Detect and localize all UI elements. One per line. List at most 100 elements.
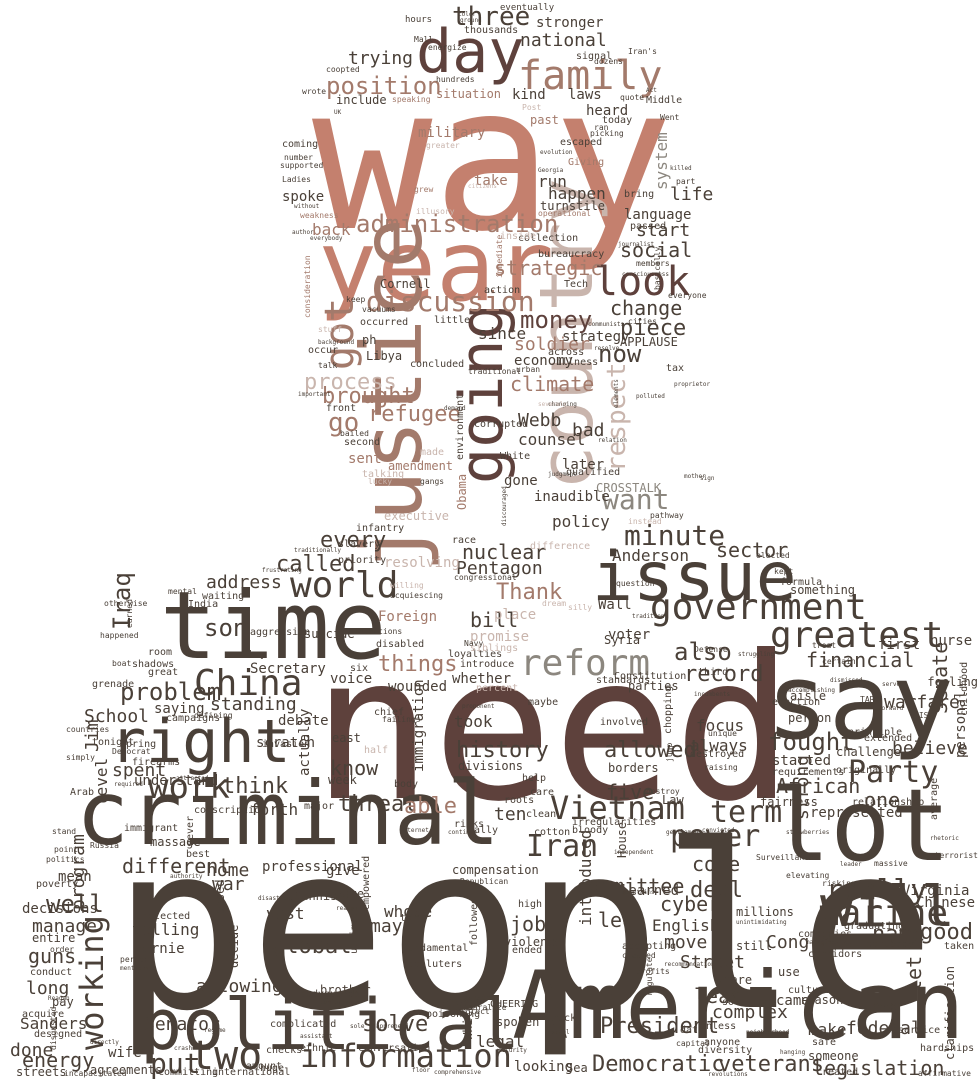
- word-front: front: [326, 403, 357, 414]
- word-chinese: Chinese: [916, 895, 976, 911]
- word-little: little: [434, 315, 471, 326]
- word-congress: Congress: [766, 932, 853, 953]
- word-profits: profits: [636, 967, 670, 976]
- word-immigrant: immigrant: [124, 823, 179, 834]
- word-collection: collection: [518, 233, 579, 244]
- word-fundamental: fundamental: [402, 943, 469, 954]
- word-silly: silly: [568, 603, 593, 612]
- word-massage: massage: [150, 835, 201, 849]
- word-gentlemen: gentlemen: [666, 829, 699, 836]
- word-assistant: assistant: [300, 1033, 333, 1040]
- word-diversity: diversity: [698, 1045, 753, 1056]
- word-today: today: [602, 115, 633, 126]
- word-extended: extended: [864, 733, 913, 744]
- word-scratch: scratch: [256, 735, 316, 751]
- word-waiting: waiting: [202, 591, 245, 602]
- word-regulate: regulate: [645, 957, 654, 996]
- word-environment: environment: [455, 393, 466, 460]
- word-wife: wife: [108, 1045, 142, 1061]
- word-accomplishing: accomplishing: [788, 687, 835, 694]
- word-son: son: [204, 614, 248, 642]
- word-professional: professional: [262, 859, 364, 875]
- word-amendment: amendment: [388, 459, 454, 473]
- word-everyone: everyone: [668, 291, 707, 300]
- word-created: created: [816, 1067, 859, 1078]
- word-childhood: childhood: [959, 661, 970, 716]
- word-torn: torn: [400, 913, 425, 924]
- word-debate: debate: [278, 713, 329, 729]
- word-hundreds: hundreds: [436, 75, 475, 84]
- word-hardships: hardships: [920, 1043, 975, 1054]
- word-graduating: graduating: [844, 921, 905, 932]
- word-history: history: [456, 738, 549, 763]
- word-sector: sector: [716, 538, 789, 562]
- word-challenge: challenge: [836, 745, 902, 759]
- word-attracted: attracted: [176, 775, 209, 782]
- word-slavery: slavery: [338, 539, 381, 550]
- word-ally: ally: [474, 825, 499, 836]
- word-day: day: [416, 17, 525, 87]
- word-president: President: [600, 1014, 720, 1039]
- word-defense: Defense: [694, 645, 728, 654]
- word-say: say: [766, 641, 954, 763]
- word-average: average: [929, 777, 940, 820]
- word-social: social: [620, 238, 693, 262]
- word-defining: defining: [194, 711, 233, 720]
- word-power: power: [670, 819, 761, 854]
- word-conscription: conscription: [194, 805, 267, 816]
- word-crosstalk: CROSSTALK: [596, 481, 662, 495]
- word-give: give: [326, 863, 360, 879]
- word-made: made: [420, 447, 445, 458]
- word-situation: situation: [436, 87, 502, 101]
- word-empowered: empowered: [361, 855, 372, 910]
- word-neighborhood: neighborhood: [746, 1029, 790, 1036]
- word-decisions: decisions: [22, 901, 98, 917]
- word-consciousness: consciousness: [622, 271, 669, 278]
- word-post: Post: [522, 103, 542, 112]
- word-treat: treat: [812, 641, 837, 650]
- word-killed: killed: [670, 165, 692, 172]
- word-directly: directly: [90, 1039, 119, 1046]
- word-standards: standards: [596, 675, 651, 686]
- word-hours: hours: [405, 15, 433, 25]
- word-thousands: thousands: [464, 25, 519, 36]
- word-east: east: [332, 731, 361, 745]
- word-year: year: [318, 210, 555, 324]
- word-massive: massive: [874, 859, 908, 868]
- word-elements: elements: [613, 379, 620, 408]
- word-unique: unique: [708, 729, 737, 738]
- word-question: question: [616, 579, 655, 588]
- word-syria: Syria: [604, 633, 641, 647]
- word-conduct: conduct: [30, 967, 73, 978]
- word-focus: focus: [696, 716, 745, 735]
- word-israel: Israel: [548, 1029, 570, 1036]
- word-place: place: [494, 607, 537, 623]
- word-term: term: [710, 795, 783, 830]
- word-safe: safe: [812, 1037, 837, 1048]
- word-inside: inside: [500, 231, 537, 242]
- word-make: make: [808, 1020, 847, 1039]
- word-five: five: [606, 780, 655, 804]
- word-right: right: [110, 707, 291, 777]
- word-floor: floor: [412, 1067, 431, 1074]
- word-now: now: [598, 340, 642, 368]
- word-mother: mother: [684, 473, 706, 480]
- word-done: done: [10, 1040, 54, 1061]
- word-every: every: [320, 528, 387, 553]
- word-wrote: wrote: [302, 87, 327, 96]
- word-willing: willing: [390, 581, 424, 590]
- word-picking: picking: [590, 129, 624, 138]
- word-international: international: [212, 1067, 291, 1078]
- word-rhetoric: rhetoric: [930, 835, 959, 842]
- word-feeling: feeling: [927, 675, 978, 689]
- word-want: want: [602, 483, 670, 516]
- word-telling: telling: [132, 920, 200, 939]
- word-need: need: [312, 613, 794, 846]
- word-language: language: [624, 207, 692, 223]
- word-economy: economy: [514, 353, 574, 369]
- word-judgment: judgment: [548, 471, 577, 478]
- word-pay: pay: [52, 995, 74, 1009]
- word-brought: brought: [322, 384, 415, 409]
- word-seven: seven: [438, 995, 481, 1011]
- word-ph: ph: [362, 333, 377, 347]
